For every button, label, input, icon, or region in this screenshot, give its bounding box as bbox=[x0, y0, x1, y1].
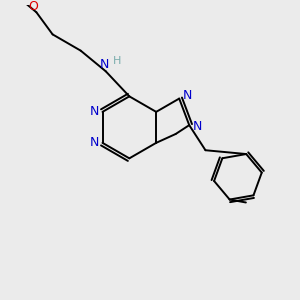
Text: H: H bbox=[113, 56, 121, 66]
Text: N: N bbox=[90, 136, 99, 149]
Text: N: N bbox=[183, 89, 192, 102]
Text: N: N bbox=[90, 105, 99, 119]
Text: O: O bbox=[28, 0, 38, 14]
Text: N: N bbox=[100, 58, 110, 71]
Text: N: N bbox=[193, 120, 202, 133]
